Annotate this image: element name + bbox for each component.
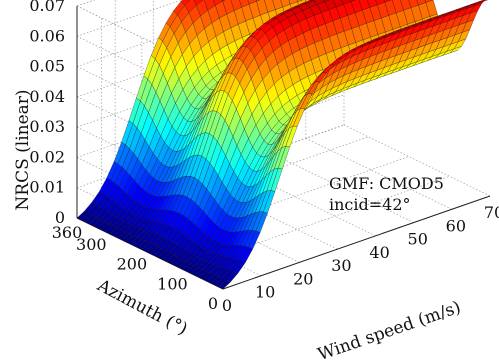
z-axis-label: NRCS (linear): [13, 89, 33, 210]
annotation-gmf: GMF: CMOD5: [329, 174, 444, 193]
grid-line: [305, 137, 453, 210]
x-tick-label: 50: [408, 230, 428, 249]
x-tick-label: 40: [369, 243, 389, 262]
y-tick-label: 200: [117, 255, 148, 274]
x-tick-label: 30: [331, 256, 351, 275]
x-tick-label: 60: [446, 216, 466, 235]
x-tick-label: 20: [293, 269, 313, 288]
z-tick-label: 0.01: [29, 178, 65, 197]
surface-plot: [76, 0, 488, 290]
z-tick-label: 0.03: [29, 117, 65, 136]
z-tick-label: 0.07: [29, 0, 65, 15]
grid-line: [141, 156, 410, 250]
x-tick-label: 70: [484, 203, 499, 222]
y-tick-label: 100: [157, 274, 188, 293]
z-tick-label: 0: [55, 208, 65, 227]
surface-patch: [478, 0, 488, 2]
grid-line: [182, 175, 450, 270]
z-tick-label: 0.02: [29, 147, 65, 166]
surface-patch: [218, 279, 231, 290]
grid-line: [343, 124, 491, 197]
grid-line: [267, 151, 414, 223]
x-axis-line: [222, 195, 491, 290]
tick-labels: 0 0.01 0.02 0.03 0.04 0.05 0.06 0.07 0 10 20 30 40 50…: [29, 0, 499, 315]
z-tick-label: 0.04: [29, 87, 65, 106]
grid-line: [76, 5, 224, 78]
z-tick-label: 0.06: [29, 26, 65, 45]
x-axis-label: Wind speed (m/s): [315, 297, 463, 362]
y-tick-label: 360: [52, 223, 83, 242]
annotation-incidence: incid=42°: [329, 195, 411, 214]
z-tick-label: 0.05: [29, 57, 65, 76]
x-tick-label: 0: [222, 296, 232, 315]
y-tick-label: 0: [208, 294, 218, 313]
grid-line: [229, 164, 376, 237]
y-tick-label: 300: [76, 235, 107, 254]
x-tick-label: 10: [255, 283, 275, 302]
